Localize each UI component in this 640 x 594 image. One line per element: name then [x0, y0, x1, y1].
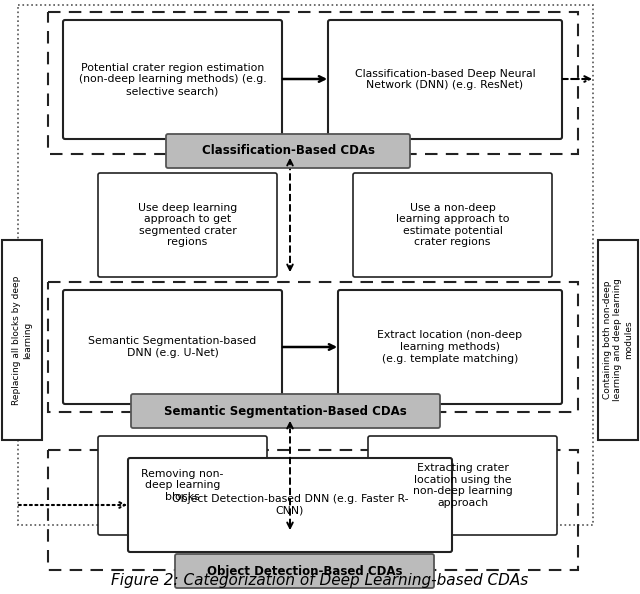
Text: Use a non-deep
learning approach to
estimate potential
crater regions: Use a non-deep learning approach to esti… — [396, 203, 509, 247]
Text: Figure 2: Categorization of Deep Learning-based CDAs: Figure 2: Categorization of Deep Learnin… — [111, 573, 529, 588]
Text: Removing non-
deep learning
blocks: Removing non- deep learning blocks — [141, 469, 224, 502]
FancyBboxPatch shape — [63, 290, 282, 404]
FancyBboxPatch shape — [598, 240, 638, 440]
FancyBboxPatch shape — [98, 436, 267, 535]
Text: Semantic Segmentation-based
DNN (e.g. U-Net): Semantic Segmentation-based DNN (e.g. U-… — [88, 336, 257, 358]
Text: Extracting crater
location using the
non-deep learning
approach: Extracting crater location using the non… — [413, 463, 513, 508]
FancyBboxPatch shape — [175, 554, 434, 588]
Text: Object Detection-Based CDAs: Object Detection-Based CDAs — [207, 564, 403, 577]
Text: Use deep learning
approach to get
segmented crater
regions: Use deep learning approach to get segmen… — [138, 203, 237, 247]
FancyBboxPatch shape — [353, 173, 552, 277]
Text: Extract location (non-deep
learning methods)
(e.g. template matching): Extract location (non-deep learning meth… — [378, 330, 523, 364]
Text: Potential crater region estimation
(non-deep learning methods) (e.g.
selective s: Potential crater region estimation (non-… — [79, 63, 266, 96]
Text: Classification-Based CDAs: Classification-Based CDAs — [202, 144, 374, 157]
Text: Containing both non-deep
learning and deep learning
modules: Containing both non-deep learning and de… — [603, 279, 633, 402]
FancyBboxPatch shape — [2, 240, 42, 440]
Text: Replacing all blocks by deep
learning: Replacing all blocks by deep learning — [12, 275, 32, 405]
FancyBboxPatch shape — [131, 394, 440, 428]
FancyBboxPatch shape — [328, 20, 562, 139]
FancyBboxPatch shape — [98, 173, 277, 277]
FancyBboxPatch shape — [368, 436, 557, 535]
FancyBboxPatch shape — [166, 134, 410, 168]
FancyBboxPatch shape — [338, 290, 562, 404]
FancyBboxPatch shape — [63, 20, 282, 139]
Text: Object Detection-based DNN (e.g. Faster R-
CNN): Object Detection-based DNN (e.g. Faster … — [172, 494, 408, 516]
Text: Semantic Segmentation-Based CDAs: Semantic Segmentation-Based CDAs — [164, 405, 407, 418]
FancyBboxPatch shape — [128, 458, 452, 552]
Text: Classification-based Deep Neural
Network (DNN) (e.g. ResNet): Classification-based Deep Neural Network… — [355, 69, 535, 90]
